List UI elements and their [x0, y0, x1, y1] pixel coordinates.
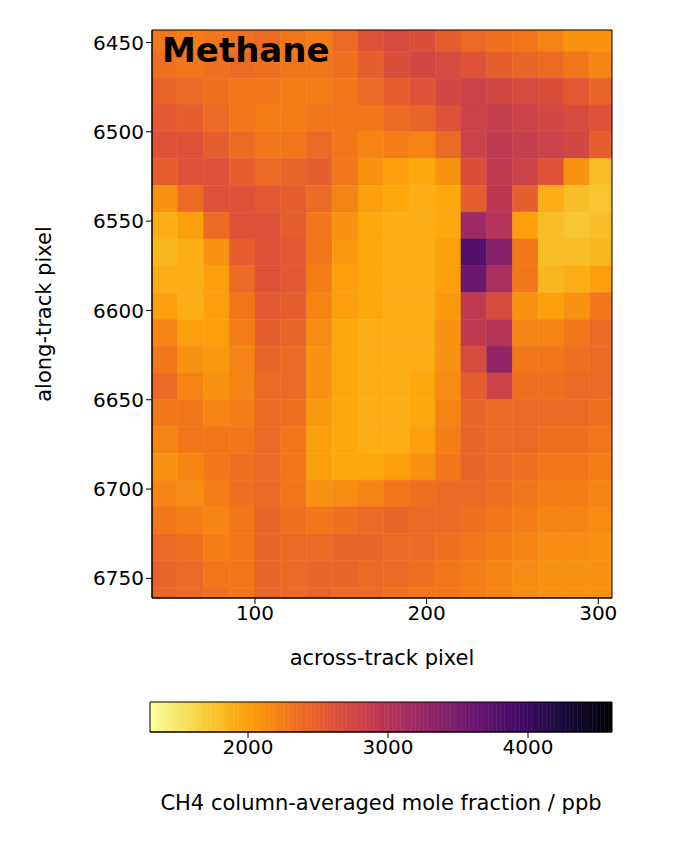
svg-text:6550: 6550 — [93, 209, 144, 233]
svg-text:300: 300 — [579, 601, 617, 625]
svg-text:6600: 6600 — [93, 299, 144, 323]
svg-text:6750: 6750 — [93, 566, 144, 590]
svg-text:along-track pixel: along-track pixel — [32, 226, 56, 402]
svg-text:6500: 6500 — [93, 120, 144, 144]
svg-text:2000: 2000 — [223, 735, 274, 759]
svg-text:3000: 3000 — [363, 735, 414, 759]
svg-text:6700: 6700 — [93, 477, 144, 501]
html-text:Methane: Methane — [162, 30, 330, 70]
svg-text:across-track pixel: across-track pixel — [290, 646, 475, 670]
svg-text:6650: 6650 — [93, 388, 144, 412]
svg-text:4000: 4000 — [503, 735, 554, 759]
svg-text:CH4 column-averaged mole fract: CH4 column-averaged mole fraction / ppb — [160, 791, 601, 815]
svg-text:6450: 6450 — [93, 31, 144, 55]
svg-text:100: 100 — [236, 601, 274, 625]
svg-text:200: 200 — [408, 601, 446, 625]
